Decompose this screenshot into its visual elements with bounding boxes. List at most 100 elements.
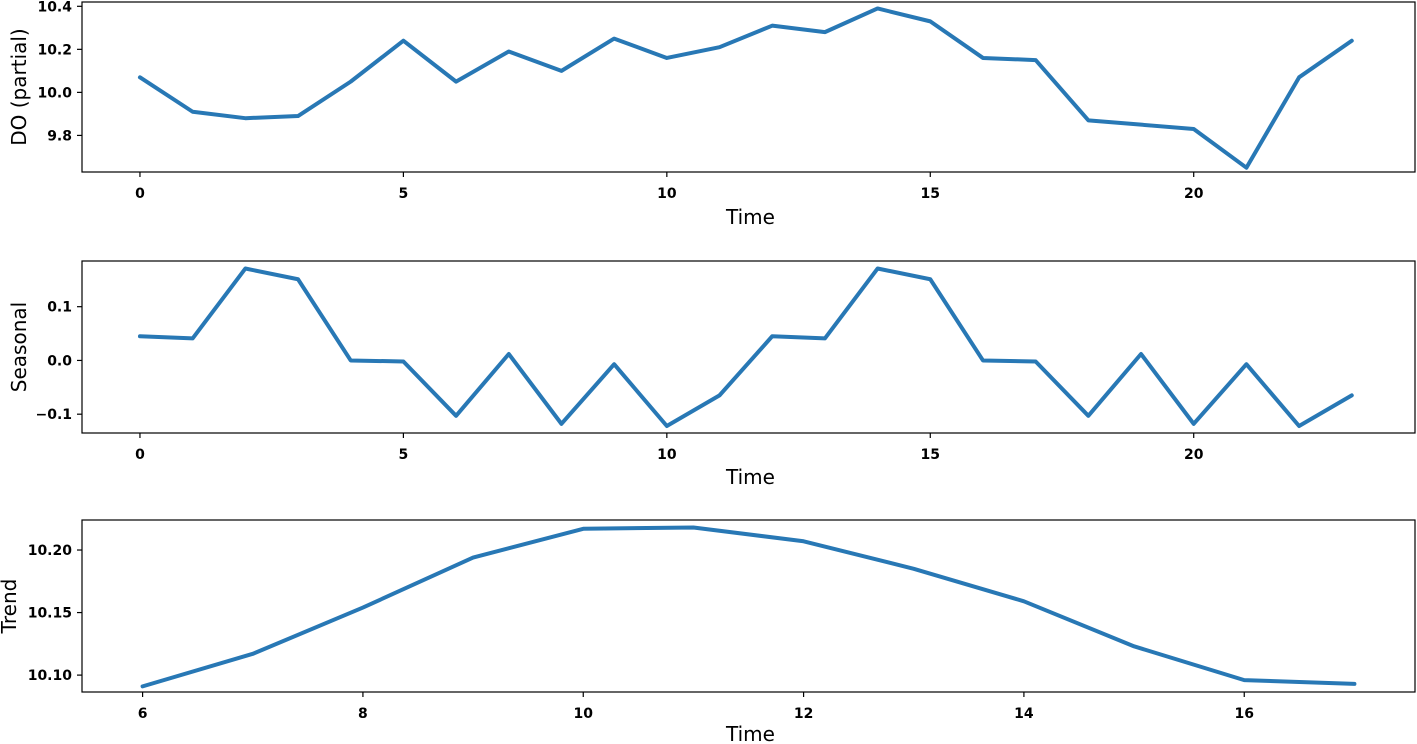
data-point — [912, 567, 916, 571]
x-tick-label: 0 — [135, 447, 145, 463]
x-tick-label: 20 — [1184, 186, 1204, 202]
data-point — [243, 116, 247, 120]
data-point — [1297, 424, 1301, 428]
data-point — [401, 360, 405, 364]
data-point — [928, 277, 932, 281]
series-line — [137, 266, 1354, 429]
x-tick-label: 10 — [657, 186, 677, 202]
data-point — [928, 19, 932, 23]
y-tick-label: −0.1 — [35, 407, 72, 423]
data-point — [1192, 422, 1196, 426]
y-tick-label: 10.4 — [37, 0, 72, 15]
data-point — [1034, 58, 1038, 62]
series-line — [140, 525, 1357, 689]
data-point — [401, 39, 405, 43]
data-point — [243, 267, 247, 271]
data-point — [1139, 352, 1143, 356]
x-axis-label: Time — [725, 722, 775, 744]
data-point — [1244, 362, 1248, 366]
data-point — [454, 80, 458, 84]
y-tick-label: 10.10 — [28, 668, 73, 684]
x-tick-label: 15 — [921, 447, 940, 463]
x-tick-label: 10 — [574, 706, 594, 722]
data-point — [770, 334, 774, 338]
x-tick-label: 8 — [358, 706, 368, 722]
x-tick-label: 14 — [1014, 706, 1034, 722]
data-point — [471, 556, 475, 560]
data-point — [612, 37, 616, 41]
data-point — [876, 267, 880, 271]
data-point — [981, 56, 985, 60]
y-tick-label: 9.8 — [47, 128, 72, 144]
data-point — [1350, 393, 1354, 397]
data-point — [296, 114, 300, 118]
data-point — [770, 24, 774, 28]
y-axis-label: Seasonal — [7, 302, 31, 392]
data-point — [191, 110, 195, 114]
data-point — [361, 606, 365, 610]
y-axis-label: Trend — [0, 579, 21, 635]
data-point — [454, 414, 458, 418]
data-point — [1192, 127, 1196, 131]
data-point — [559, 422, 563, 426]
y-tick-label: 0.0 — [47, 353, 72, 369]
data-point — [876, 6, 880, 10]
chart-panel-2: 0 5 10 15 20 −0.1 0.0 0.1 Time Seasonal — [7, 260, 1416, 489]
x-tick-label: 5 — [399, 186, 409, 202]
data-point — [191, 336, 195, 340]
x-tick-label: 15 — [921, 186, 940, 202]
data-point — [1022, 599, 1026, 603]
y-tick-label: 10.15 — [28, 606, 72, 622]
data-point — [251, 652, 255, 656]
data-point — [691, 526, 695, 530]
x-tick-label: 6 — [138, 706, 148, 722]
data-point — [823, 30, 827, 34]
y-tick-label: 10.20 — [28, 543, 73, 559]
x-tick-label: 12 — [794, 706, 813, 722]
data-point — [141, 684, 145, 688]
chart-panel-1: 0 5 10 15 20 9.8 10.0 10.2 10.4 Time DO (partial) — [7, 0, 1416, 229]
y-tick-label: 10.2 — [37, 42, 72, 58]
data-point — [349, 358, 353, 362]
data-point — [802, 539, 806, 543]
x-tick-label: 0 — [135, 186, 145, 202]
data-point — [507, 352, 511, 356]
data-point — [612, 362, 616, 366]
data-point — [138, 334, 142, 338]
data-point — [349, 80, 353, 84]
data-point — [718, 393, 722, 397]
data-point — [1244, 166, 1248, 170]
data-point — [138, 75, 142, 79]
data-point — [581, 527, 585, 531]
data-point — [1034, 360, 1038, 364]
data-point — [1086, 118, 1090, 122]
series-line — [137, 6, 1354, 170]
data-point — [1242, 678, 1246, 682]
y-tick-label: 10.0 — [37, 85, 72, 101]
y-tick-label: 0.1 — [47, 300, 72, 316]
data-point — [1350, 39, 1354, 43]
data-point — [823, 336, 827, 340]
chart-panel-3: 6 8 10 12 14 16 10.10 10.15 10.20 Time Trend — [0, 519, 1416, 744]
data-point — [296, 277, 300, 281]
x-tick-label: 10 — [657, 447, 677, 463]
data-point — [665, 424, 669, 428]
data-point — [1352, 682, 1356, 686]
data-point — [507, 49, 511, 53]
data-point — [1297, 75, 1301, 79]
data-point — [1132, 644, 1136, 648]
data-point — [981, 358, 985, 362]
data-point — [559, 69, 563, 73]
data-point — [1139, 123, 1143, 127]
x-tick-label: 20 — [1184, 447, 1204, 463]
axes-frame — [81, 519, 1416, 693]
axes-frame — [81, 260, 1416, 434]
x-axis-label: Time — [725, 465, 775, 489]
x-axis-label: Time — [725, 205, 775, 229]
x-tick-label: 16 — [1235, 706, 1254, 722]
x-tick-label: 5 — [399, 447, 409, 463]
data-point — [718, 45, 722, 49]
data-point — [665, 56, 669, 60]
